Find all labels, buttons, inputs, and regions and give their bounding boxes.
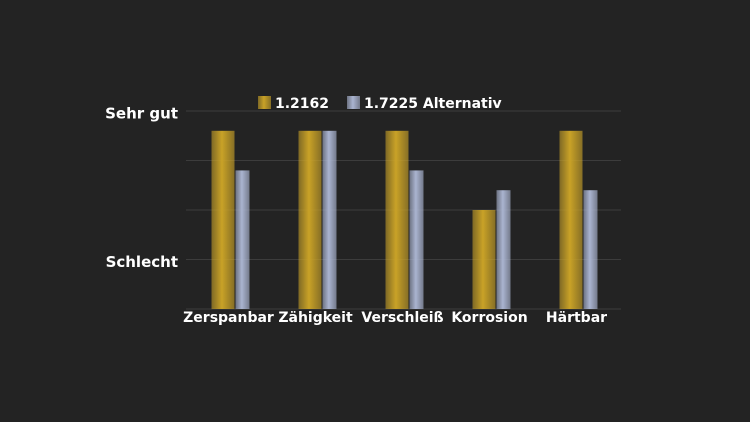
legend-label: 1.2162 [275,96,329,112]
bar [385,130,409,309]
bar [472,210,496,309]
x-tick-label: Zähigkeit [278,310,353,326]
x-tick-label: Zerspanbar [183,310,274,326]
bar [298,130,322,309]
x-tick-label: Korrosion [451,310,527,326]
legend-swatch [347,96,360,109]
bar [409,170,424,309]
x-tick-label: Verschleiß [361,310,443,326]
bar [322,130,337,309]
y-tick-label: Sehr gut [105,105,178,123]
bar [559,130,583,309]
legend-swatch [258,96,271,109]
bar [235,170,250,309]
legend-label: 1.7225 Alternativ [364,96,502,112]
bar [211,130,235,309]
bar [496,190,511,309]
y-tick-label: Schlecht [106,253,178,271]
bar [583,190,598,309]
x-tick-label: Härtbar [546,310,607,326]
